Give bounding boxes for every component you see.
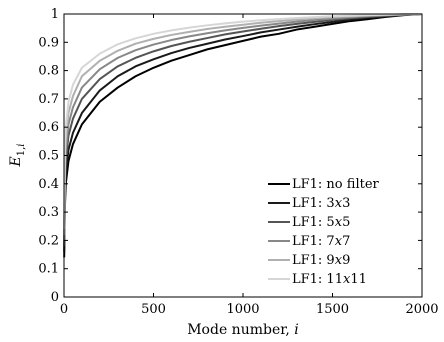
y-tick-label: 0.1 (38, 262, 59, 277)
legend-entry-label: LF1: 11x11 (292, 272, 367, 287)
y-tick-label: 0.7 (38, 92, 59, 107)
series-line-1 (63, 13, 423, 258)
x-tick-label: 0 (60, 302, 68, 317)
legend-entry-label: LF1: 3x3 (292, 196, 350, 211)
ticks-layer: 0 500 1000 1500 2000 0 0.1 0.2 0.3 0.4 0.5 0.6 0.7 0.… (38, 7, 438, 317)
y-tick-label: 0.5 (38, 149, 59, 164)
y-tick-label: 0.6 (38, 120, 59, 135)
series-line-2 (63, 13, 423, 252)
legend: LF1: no filter LF1: 3x3 LF1: 5x5 LF1: 7x7 LF… (268, 177, 380, 287)
y-tick-label: 0.9 (38, 35, 59, 50)
y-axis-label: E1,i (8, 144, 27, 168)
legend-entry-label: LF1: no filter (292, 177, 380, 192)
legend-entry-label: LF1: 5x5 (292, 215, 350, 230)
x-tick-label: 1500 (316, 302, 349, 317)
x-tick-label: 1000 (226, 302, 259, 317)
legend-entry-label: LF1: 7x7 (292, 234, 350, 249)
x-tick-label: 500 (141, 302, 166, 317)
legend-entry-label: LF1: 9x9 (292, 253, 350, 268)
series-line-3 (63, 13, 423, 247)
y-tick-label: 0 (51, 290, 59, 305)
x-tick-label: 2000 (405, 302, 438, 317)
series-layer (63, 13, 423, 258)
y-tick-label: 0.4 (38, 177, 59, 192)
y-tick-label: 0.2 (38, 233, 59, 248)
plot-background (64, 14, 422, 297)
y-tick-label: 0.3 (38, 205, 59, 220)
y-tick-label: 0.8 (38, 64, 59, 79)
y-tick-label: 1 (51, 7, 59, 22)
series-line-6 (63, 13, 423, 230)
x-axis-label: Mode number, i (187, 322, 299, 338)
